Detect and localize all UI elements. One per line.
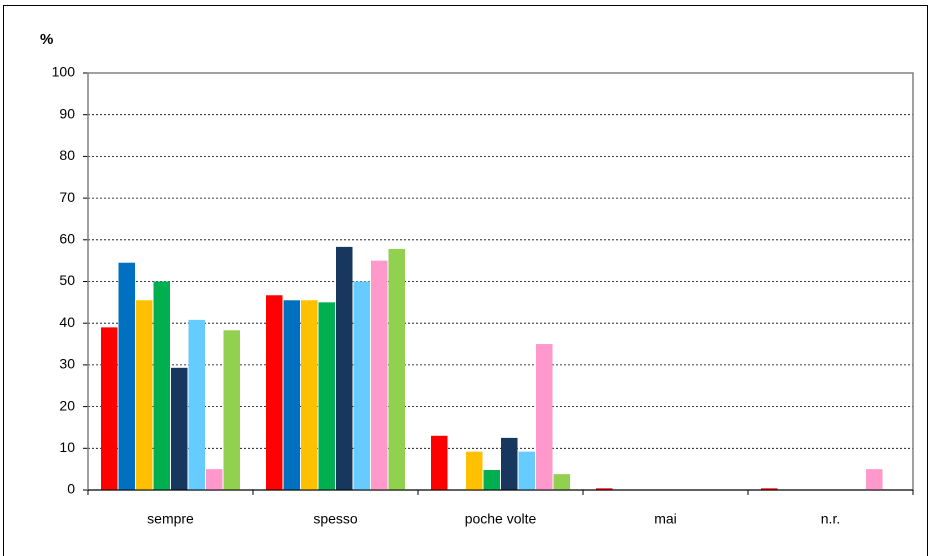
y-tick-label: 100: [52, 64, 76, 80]
bar: [518, 451, 535, 490]
y-tick-label: 0: [67, 481, 75, 497]
bar: [136, 300, 153, 490]
y-axis-label: %: [40, 31, 53, 48]
bar: [301, 300, 318, 490]
x-tick-label: mai: [654, 511, 677, 527]
y-tick-label: 80: [59, 147, 75, 163]
bar: [318, 302, 335, 490]
y-tick-label: 90: [59, 105, 75, 121]
y-tick-label: 30: [59, 356, 75, 372]
bar: [483, 469, 500, 490]
x-tick-label: sempre: [147, 511, 194, 527]
bar: [866, 469, 883, 490]
bar: [118, 262, 135, 490]
bar: [596, 488, 613, 490]
y-tick-label: 10: [59, 439, 75, 455]
bar: [536, 344, 553, 490]
bar: [223, 330, 240, 490]
x-tick-label: spesso: [313, 511, 358, 527]
bar: [188, 319, 205, 490]
x-tick-label: n.r.: [821, 511, 840, 527]
bar: [353, 281, 370, 490]
chart-frame: [3, 5, 928, 556]
y-tick-label: 20: [59, 397, 75, 413]
bar: [171, 367, 188, 490]
y-tick-label: 50: [59, 272, 75, 288]
bar: [466, 451, 483, 490]
bar: [266, 295, 283, 490]
bar: [101, 327, 118, 490]
y-tick-label: 40: [59, 314, 75, 330]
bar: [761, 488, 778, 490]
bar: [283, 300, 300, 490]
bar: [153, 281, 170, 490]
bar: [501, 437, 518, 490]
bar: [206, 469, 223, 490]
bar: [431, 435, 448, 490]
bar: [388, 248, 405, 490]
bar: [371, 260, 388, 490]
bar: [336, 246, 353, 490]
bar: [553, 474, 570, 490]
y-tick-label: 70: [59, 189, 75, 205]
x-tick-label: poche volte: [465, 511, 537, 527]
y-tick-label: 60: [59, 231, 75, 247]
